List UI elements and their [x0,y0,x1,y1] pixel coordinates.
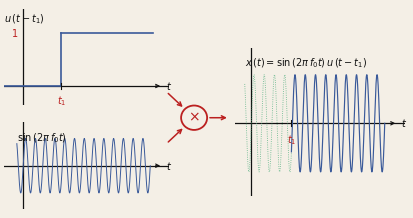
Text: $u\,(t-t_1)$: $u\,(t-t_1)$ [4,12,45,26]
Text: $\times$: $\times$ [188,111,200,125]
Text: $t_1$: $t_1$ [57,94,66,108]
Text: $x\,(t)=\sin\left(2\pi\,f_0 t\right)\,u\,(t-t_1)$: $x\,(t)=\sin\left(2\pi\,f_0 t\right)\,u\… [245,56,367,70]
Text: $\sin\left(2\pi\,f_0 t\right)$: $\sin\left(2\pi\,f_0 t\right)$ [17,132,66,145]
Text: $t_1$: $t_1$ [287,133,296,147]
Text: $t$: $t$ [401,117,407,129]
Text: $1$: $1$ [11,27,18,39]
Text: $t$: $t$ [166,80,172,92]
Text: $t$: $t$ [166,160,172,172]
